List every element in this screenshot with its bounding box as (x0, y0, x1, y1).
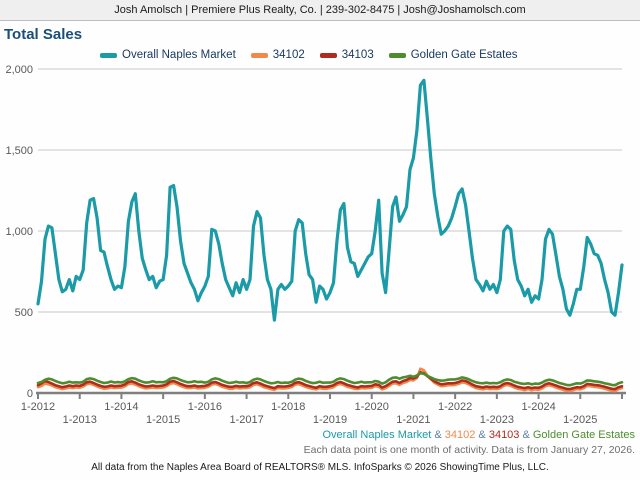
legend-label: 34102 (272, 49, 305, 61)
series-line-golden-gate-estates (36, 371, 624, 387)
y-tick-label: 500 (15, 307, 33, 319)
footer-series-segment: 34103 (488, 429, 520, 441)
x-tick-label: 1-2018 (271, 401, 305, 413)
x-tick-label: 1-2019 (313, 414, 347, 426)
legend-label: 34103 (341, 49, 374, 61)
legend-swatch-icon (319, 52, 337, 58)
legend-swatch-icon (388, 52, 406, 58)
y-tick-label: 1,000 (5, 226, 33, 238)
page-title: Total Sales (4, 26, 83, 43)
y-tick-label: 0 (27, 388, 33, 400)
footer-series-segment: & (519, 429, 533, 441)
legend-swatch-icon (250, 52, 268, 58)
legend-item-3[interactable]: Golden Gate Estates (388, 49, 518, 61)
legend-label: Overall Naples Market (122, 49, 236, 61)
legend-swatch-icon (100, 52, 117, 58)
x-tick-label: 1-2024 (521, 401, 555, 413)
footer-series-segment: Golden Gate Estates (532, 429, 635, 441)
footer-series-segment: & (431, 429, 445, 441)
x-tick-label: 1-2025 (563, 414, 597, 426)
x-tick-label: 1-2023 (480, 414, 514, 426)
series-line-overall-naples-market (36, 78, 624, 322)
x-tick-label: 1-2022 (438, 401, 472, 413)
footer-series-line: Overall Naples Market & 34102 & 34103 & … (323, 429, 636, 441)
legend-item-1[interactable]: 34102 (250, 49, 305, 61)
x-tick-label: 1-2014 (104, 401, 138, 413)
footer-series-segment: & (475, 429, 489, 441)
x-tick-label: 1-2012 (21, 401, 55, 413)
legend-label: Golden Gate Estates (410, 49, 518, 61)
header-bar: Josh Amolsch | Premiere Plus Realty, Co.… (0, 0, 640, 21)
footer-series-segment: 34102 (444, 429, 476, 441)
series-line-34102 (36, 367, 624, 393)
x-tick-label: 1-2020 (355, 401, 389, 413)
x-tick-label: 1-2017 (229, 414, 263, 426)
x-tick-label: 1-2015 (146, 414, 180, 426)
y-tick-label: 2,000 (5, 64, 33, 76)
footer-note: Each data point is one month of activity… (303, 444, 635, 456)
y-tick-label: 1,500 (5, 145, 33, 157)
x-tick-label: 1-2021 (396, 414, 430, 426)
header-contact-text: Josh Amolsch | Premiere Plus Realty, Co.… (114, 4, 526, 16)
x-tick-label: 1-2013 (63, 414, 97, 426)
footer-attribution: All data from the Naples Area Board of R… (91, 462, 549, 473)
legend-item-0[interactable]: Overall Naples Market (100, 49, 236, 61)
series-line-34103 (36, 370, 624, 391)
footer-series-segment: Overall Naples Market (322, 429, 432, 441)
chart-legend: Overall Naples Market 34102 34103 Golden Ga… (100, 49, 518, 61)
x-tick-label: 1-2016 (188, 401, 222, 413)
legend-item-2[interactable]: 34103 (319, 49, 374, 61)
